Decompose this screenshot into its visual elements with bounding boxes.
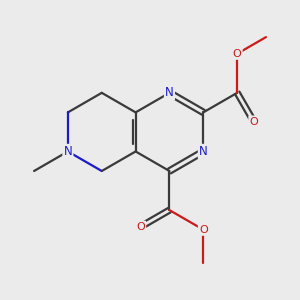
Text: N: N: [64, 145, 72, 158]
Text: O: O: [136, 222, 145, 232]
Text: N: N: [165, 86, 174, 99]
Text: N: N: [199, 145, 208, 158]
Text: O: O: [233, 49, 242, 59]
Text: O: O: [249, 117, 258, 127]
Text: O: O: [199, 225, 208, 235]
